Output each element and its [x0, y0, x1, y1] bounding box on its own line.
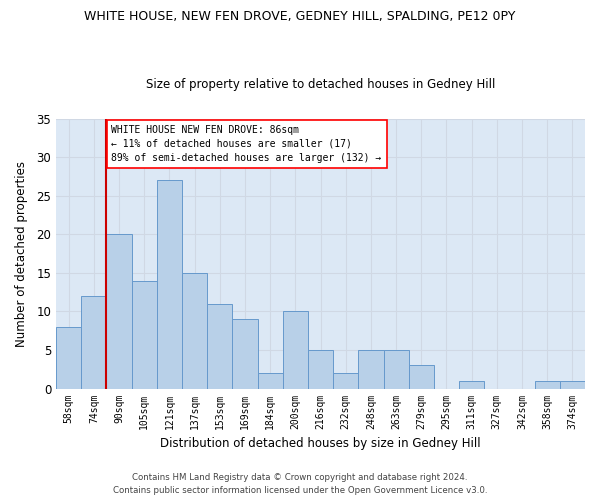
Bar [560, 381, 585, 388]
Bar [157, 180, 182, 388]
Title: Size of property relative to detached houses in Gedney Hill: Size of property relative to detached ho… [146, 78, 495, 91]
Y-axis label: Number of detached properties: Number of detached properties [15, 160, 28, 346]
Bar [232, 319, 257, 388]
Bar [358, 350, 383, 389]
Bar [56, 327, 81, 388]
Bar [333, 373, 358, 388]
Bar [106, 234, 131, 388]
Bar [207, 304, 232, 388]
Bar [81, 296, 106, 388]
Bar [182, 273, 207, 388]
Bar [131, 280, 157, 388]
Bar [409, 366, 434, 388]
Bar [257, 373, 283, 388]
X-axis label: Distribution of detached houses by size in Gedney Hill: Distribution of detached houses by size … [160, 437, 481, 450]
Bar [308, 350, 333, 389]
Text: WHITE HOUSE, NEW FEN DROVE, GEDNEY HILL, SPALDING, PE12 0PY: WHITE HOUSE, NEW FEN DROVE, GEDNEY HILL,… [85, 10, 515, 23]
Bar [535, 381, 560, 388]
Bar [459, 381, 484, 388]
Bar [283, 312, 308, 388]
Text: WHITE HOUSE NEW FEN DROVE: 86sqm
← 11% of detached houses are smaller (17)
89% o: WHITE HOUSE NEW FEN DROVE: 86sqm ← 11% o… [112, 124, 382, 162]
Text: Contains HM Land Registry data © Crown copyright and database right 2024.
Contai: Contains HM Land Registry data © Crown c… [113, 473, 487, 495]
Bar [383, 350, 409, 389]
